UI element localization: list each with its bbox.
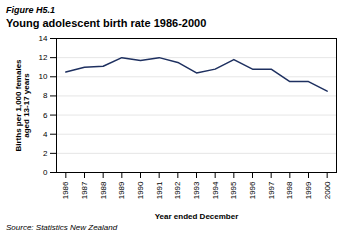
svg-text:1987: 1987 [80, 181, 89, 199]
svg-text:1993: 1993 [192, 181, 201, 199]
svg-text:Births per 1,000 femalesaged 1: Births per 1,000 femalesaged 13-17 years [14, 59, 31, 152]
svg-text:1988: 1988 [99, 181, 108, 199]
svg-text:10: 10 [39, 72, 48, 81]
svg-text:4: 4 [43, 130, 48, 139]
svg-text:1997: 1997 [267, 181, 276, 199]
svg-text:12: 12 [39, 53, 48, 62]
html-text:Young adolescent birth rate 19: Young adolescent birth rate 1986-2000 [6, 17, 207, 29]
svg-text:2: 2 [43, 149, 48, 158]
svg-text:14: 14 [39, 34, 48, 43]
svg-text:1995: 1995 [229, 181, 238, 199]
svg-text:1991: 1991 [155, 181, 164, 199]
svg-text:1994: 1994 [211, 181, 220, 199]
svg-text:1992: 1992 [173, 181, 182, 199]
svg-text:1998: 1998 [285, 181, 294, 199]
svg-text:1990: 1990 [136, 181, 145, 199]
svg-text:1996: 1996 [248, 181, 257, 199]
svg-text:2000: 2000 [323, 181, 332, 199]
svg-text:0: 0 [43, 168, 48, 177]
svg-text:1986: 1986 [61, 181, 70, 199]
svg-text:1999: 1999 [304, 181, 313, 199]
html-text:Figure H5.1: Figure H5.1 [6, 5, 55, 15]
svg-text:6: 6 [43, 111, 48, 120]
html-text:Source: Statistics New Zealand: Source: Statistics New Zealand [6, 223, 118, 232]
svg-text:8: 8 [43, 91, 48, 100]
svg-text:1989: 1989 [117, 181, 126, 199]
svg-text:Year ended December: Year ended December [155, 212, 239, 221]
